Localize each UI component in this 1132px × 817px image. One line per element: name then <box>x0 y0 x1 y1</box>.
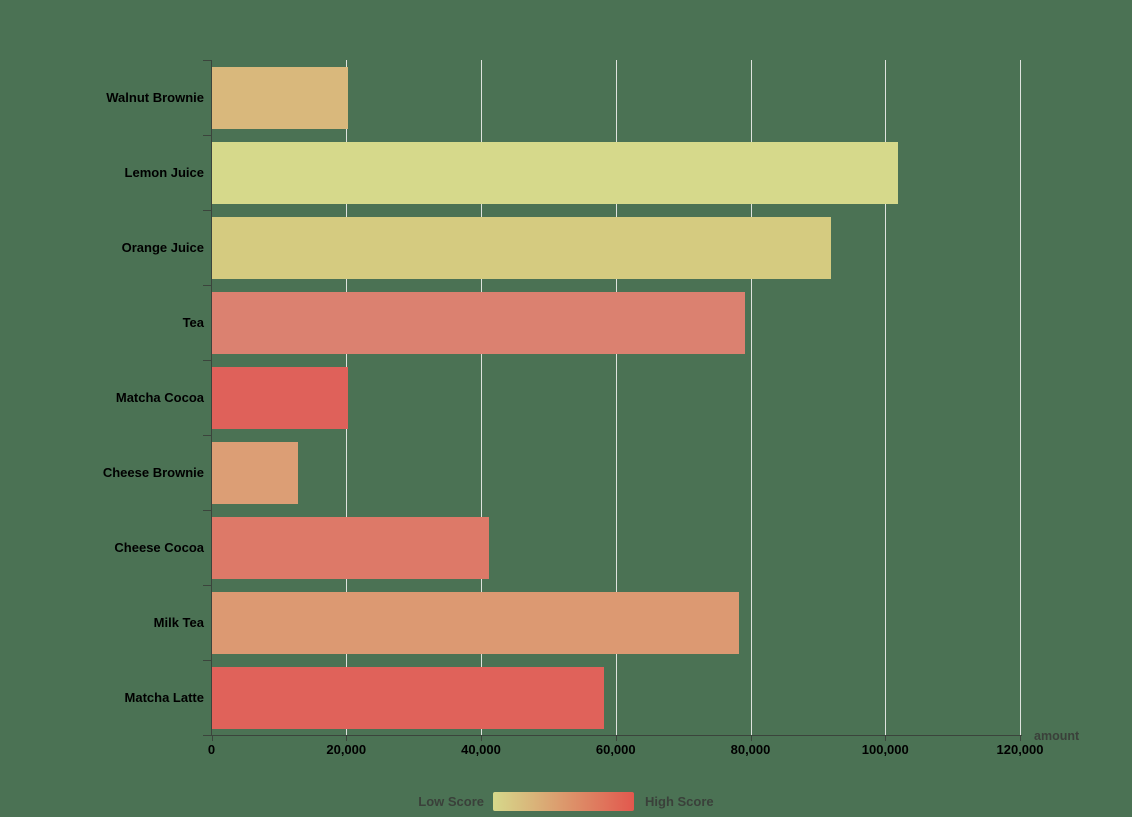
bar-matcha-latte[interactable] <box>212 666 605 729</box>
category-label: Matcha Cocoa <box>115 389 204 405</box>
category-label: Walnut Brownie <box>106 89 204 105</box>
x-tick-label: 20,000 <box>326 742 367 757</box>
y-axis-tick <box>203 210 211 211</box>
category-label: Milk Tea <box>153 614 204 630</box>
legend-low-label: Low Score <box>418 794 484 809</box>
x-axis-tick <box>211 735 213 741</box>
y-axis-tick <box>203 435 211 436</box>
x-axis-tick <box>750 735 752 741</box>
bar-walnut-brownie[interactable] <box>212 66 348 129</box>
x-axis-tick <box>346 735 348 741</box>
y-axis-tick <box>203 135 211 136</box>
x-tick-label: 40,000 <box>461 742 501 757</box>
legend-high-label: High Score <box>645 794 714 809</box>
x-axis-tick <box>885 735 887 741</box>
y-axis-tick <box>203 285 211 286</box>
y-axis-tick <box>203 585 211 586</box>
x-tick-label: 0 <box>207 742 216 757</box>
y-axis-tick <box>203 60 211 61</box>
gridline <box>615 60 617 735</box>
bar-tea[interactable] <box>212 291 746 354</box>
gridline <box>750 60 752 735</box>
x-axis-tick <box>615 735 617 741</box>
bar-cheese-brownie[interactable] <box>212 441 298 504</box>
x-axis-name: amount <box>1034 729 1080 743</box>
y-axis-tick <box>203 510 211 511</box>
category-label: Cheese Brownie <box>102 464 204 480</box>
x-tick-label: 120,000 <box>996 742 1044 757</box>
gridline <box>1020 60 1021 735</box>
x-axis-tick <box>1020 735 1021 741</box>
y-axis-tick <box>203 735 211 736</box>
gridline <box>481 60 482 735</box>
x-axis-tick <box>481 735 482 741</box>
legend-gradient-bar[interactable] <box>493 792 634 811</box>
x-tick-label: 100,000 <box>861 742 909 757</box>
y-axis-tick <box>203 360 211 361</box>
category-label: Tea <box>182 314 204 330</box>
bar-matcha-cocoa[interactable] <box>212 366 348 429</box>
y-axis-line <box>211 60 212 735</box>
bar-milk-tea[interactable] <box>212 591 740 654</box>
category-label: Orange Juice <box>121 239 204 255</box>
category-label: Lemon Juice <box>124 164 204 180</box>
x-tick-label: 60,000 <box>595 742 636 757</box>
category-label: Matcha Latte <box>124 689 204 705</box>
gridline <box>885 60 887 735</box>
category-label: Cheese Cocoa <box>114 539 204 555</box>
bar-lemon-juice[interactable] <box>212 141 899 204</box>
x-tick-label: 80,000 <box>730 742 771 757</box>
y-axis-tick <box>203 660 211 661</box>
bar-orange-juice[interactable] <box>212 216 831 279</box>
bar-cheese-cocoa[interactable] <box>212 516 489 579</box>
